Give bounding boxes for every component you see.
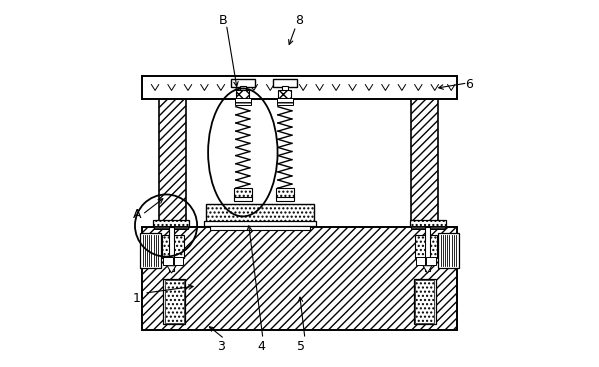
Bar bbox=[236, 90, 249, 99]
Bar bbox=[282, 86, 288, 91]
Text: 8: 8 bbox=[295, 14, 304, 27]
Bar bbox=[174, 257, 183, 265]
Bar bbox=[277, 98, 293, 105]
Bar bbox=[169, 228, 174, 271]
Bar bbox=[279, 90, 292, 99]
Polygon shape bbox=[423, 266, 432, 273]
Bar bbox=[438, 233, 459, 268]
Bar bbox=[412, 226, 445, 229]
Bar bbox=[143, 228, 456, 330]
Bar bbox=[153, 220, 189, 228]
Text: 1: 1 bbox=[133, 292, 141, 305]
Bar bbox=[231, 79, 255, 87]
Text: 5: 5 bbox=[297, 340, 305, 353]
Bar bbox=[206, 204, 314, 222]
Bar bbox=[415, 280, 434, 323]
Text: B: B bbox=[219, 14, 227, 27]
Text: 6: 6 bbox=[465, 78, 473, 91]
Bar bbox=[143, 76, 456, 99]
Bar bbox=[164, 257, 173, 265]
Bar bbox=[410, 220, 446, 228]
Bar bbox=[276, 188, 294, 198]
Bar bbox=[273, 79, 297, 87]
Bar bbox=[240, 86, 246, 91]
Bar bbox=[415, 279, 435, 324]
Bar bbox=[426, 257, 435, 265]
Polygon shape bbox=[167, 266, 176, 273]
Bar bbox=[154, 226, 187, 229]
Bar bbox=[140, 233, 161, 268]
Bar bbox=[234, 197, 252, 201]
Bar bbox=[425, 228, 430, 271]
Bar bbox=[159, 88, 186, 228]
Text: 4: 4 bbox=[257, 340, 265, 353]
Bar bbox=[276, 197, 294, 201]
Bar bbox=[165, 280, 184, 323]
Bar bbox=[411, 88, 438, 228]
Text: A: A bbox=[132, 208, 141, 221]
Bar bbox=[415, 235, 437, 258]
Bar bbox=[162, 235, 184, 258]
Bar bbox=[235, 98, 251, 105]
Bar bbox=[204, 221, 316, 226]
Bar bbox=[416, 257, 425, 265]
Bar bbox=[164, 279, 184, 324]
Bar bbox=[210, 226, 310, 230]
Text: 3: 3 bbox=[217, 340, 225, 353]
Bar bbox=[234, 188, 252, 198]
